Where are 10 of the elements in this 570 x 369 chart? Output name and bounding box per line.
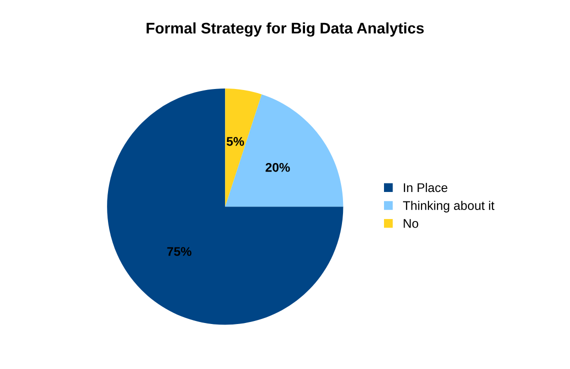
legend-label: No: [404, 219, 418, 228]
data-label: 75%: [167, 247, 192, 256]
chart-title: Formal Strategy for Big Data Analytics: [146, 22, 424, 37]
pie-slice: [225, 94, 344, 207]
pie-slice: [107, 88, 344, 325]
legend-label: In Place: [404, 182, 448, 192]
data-label: 5%: [226, 137, 244, 146]
data-label: 20%: [266, 162, 290, 172]
legend-label: Thinking about it: [403, 200, 494, 212]
pie-slice: [225, 88, 262, 207]
